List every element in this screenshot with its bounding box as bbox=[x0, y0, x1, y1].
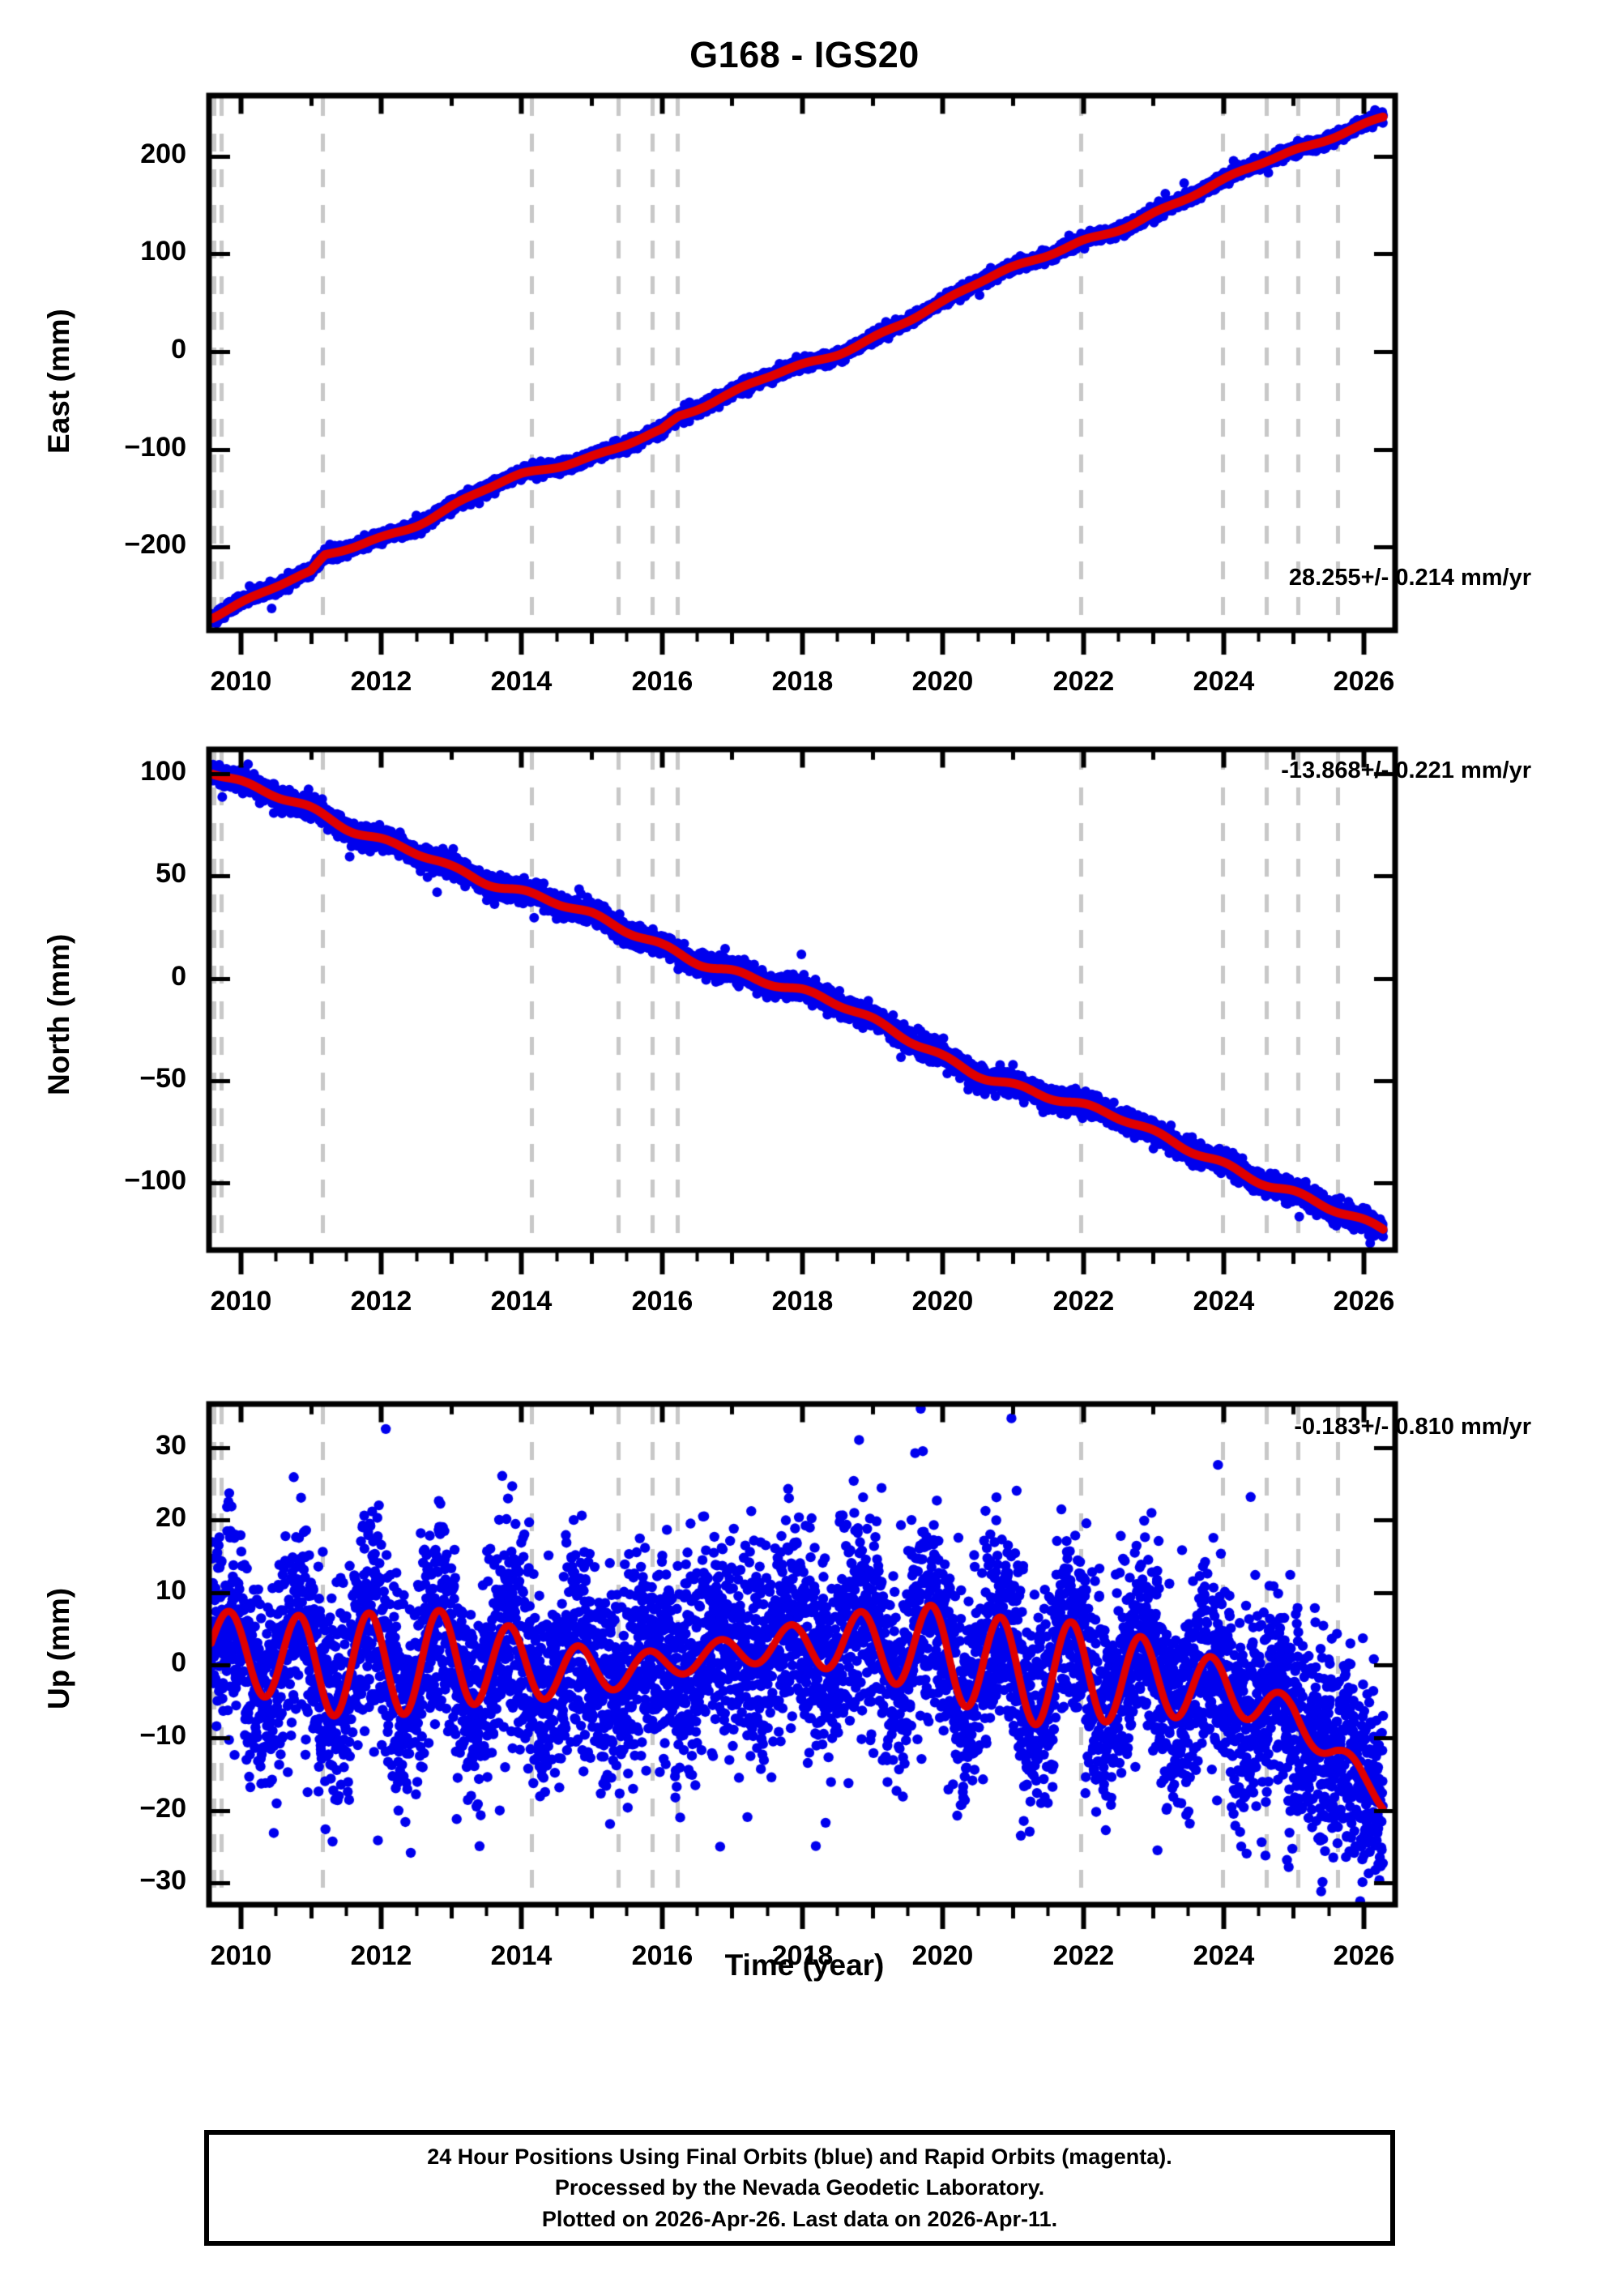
ytick-up-1: −20 bbox=[139, 1792, 186, 1824]
ytick-east-0: −200 bbox=[124, 528, 186, 560]
ytick-up-5: 20 bbox=[156, 1501, 186, 1533]
ytick-east-2: 0 bbox=[171, 333, 186, 365]
xtick-up-2014: 2014 bbox=[490, 1940, 553, 1971]
ytick-up-0: −30 bbox=[139, 1864, 186, 1896]
xtick-up-2012: 2012 bbox=[350, 1940, 412, 1971]
time-axis-title: Time (year) bbox=[724, 1948, 885, 1982]
xtick-east-2014: 2014 bbox=[490, 666, 553, 697]
xtick-north-2022: 2022 bbox=[1052, 1286, 1115, 1317]
xtick-east-2012: 2012 bbox=[350, 666, 412, 697]
xtick-north-2012: 2012 bbox=[350, 1286, 412, 1317]
xtick-east-2024: 2024 bbox=[1193, 666, 1255, 697]
xtick-north-2024: 2024 bbox=[1193, 1286, 1255, 1317]
footer-line-3: Plotted on 2026-Apr-26. Last data on 202… bbox=[541, 2206, 1058, 2231]
ytick-north-2: 0 bbox=[171, 960, 186, 992]
north-rate-annotation: -13.868+/- 0.221 mm/yr bbox=[1281, 758, 1531, 783]
xtick-north-2020: 2020 bbox=[911, 1286, 974, 1317]
xtick-north-2010: 2010 bbox=[210, 1286, 272, 1317]
xtick-up-2024: 2024 bbox=[1193, 1940, 1255, 1971]
ytick-east-1: −100 bbox=[124, 431, 186, 463]
ytick-east-3: 100 bbox=[140, 235, 186, 267]
xtick-east-2010: 2010 bbox=[210, 666, 272, 697]
xtick-up-2026: 2026 bbox=[1333, 1940, 1395, 1971]
ytick-up-4: 10 bbox=[156, 1574, 186, 1606]
ytick-up-2: −10 bbox=[139, 1719, 186, 1751]
xtick-up-2016: 2016 bbox=[631, 1940, 694, 1971]
ytick-north-1: −50 bbox=[139, 1062, 186, 1094]
xtick-north-2016: 2016 bbox=[631, 1286, 694, 1317]
xtick-up-2018: 2018 bbox=[771, 1940, 834, 1971]
footer-caption-box: 24 Hour Positions Using Final Orbits (bl… bbox=[204, 2130, 1395, 2246]
ytick-north-4: 100 bbox=[140, 755, 186, 787]
ytick-east-4: 200 bbox=[140, 138, 186, 169]
ytick-north-0: −100 bbox=[124, 1164, 186, 1196]
east-rate-annotation: 28.255+/- 0.214 mm/yr bbox=[1288, 565, 1531, 591]
xtick-north-2018: 2018 bbox=[771, 1286, 834, 1317]
ytick-north-3: 50 bbox=[156, 857, 186, 889]
xtick-north-2026: 2026 bbox=[1333, 1286, 1395, 1317]
xtick-east-2026: 2026 bbox=[1333, 666, 1395, 697]
page-title: G168 - IGS20 bbox=[689, 34, 920, 75]
xtick-north-2014: 2014 bbox=[490, 1286, 553, 1317]
xtick-up-2020: 2020 bbox=[911, 1940, 974, 1971]
xtick-east-2018: 2018 bbox=[771, 666, 834, 697]
xtick-up-2010: 2010 bbox=[210, 1940, 272, 1971]
ytick-up-3: 0 bbox=[171, 1646, 186, 1678]
xtick-east-2016: 2016 bbox=[631, 666, 694, 697]
xtick-east-2020: 2020 bbox=[911, 666, 974, 697]
footer-line-2: Processed by the Nevada Geodetic Laborat… bbox=[554, 2175, 1045, 2200]
footer-line-1: 24 Hour Positions Using Final Orbits (bl… bbox=[427, 2144, 1172, 2169]
ytick-up-6: 30 bbox=[156, 1429, 186, 1461]
xtick-east-2022: 2022 bbox=[1052, 666, 1115, 697]
xtick-up-2022: 2022 bbox=[1052, 1940, 1115, 1971]
up-rate-annotation: -0.183+/- 0.810 mm/yr bbox=[1294, 1414, 1531, 1440]
